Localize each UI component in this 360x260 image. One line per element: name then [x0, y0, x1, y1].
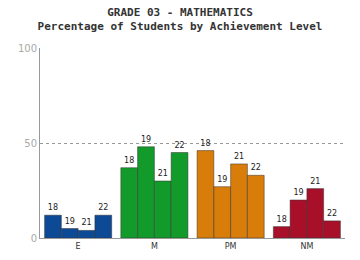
svg-text:50: 50 — [24, 138, 37, 149]
svg-text:M: M — [151, 242, 158, 251]
svg-text:0: 0 — [31, 233, 37, 244]
svg-text:22: 22 — [251, 163, 261, 172]
svg-text:18: 18 — [200, 139, 210, 148]
svg-text:19: 19 — [217, 175, 227, 184]
svg-text:PM: PM — [225, 242, 237, 251]
svg-text:NM: NM — [300, 242, 313, 251]
svg-text:22: 22 — [98, 203, 108, 212]
svg-text:19: 19 — [293, 188, 303, 197]
svg-text:18: 18 — [124, 156, 134, 165]
svg-text:22: 22 — [174, 141, 184, 150]
svg-text:18: 18 — [48, 203, 58, 212]
svg-text:22: 22 — [327, 209, 337, 218]
svg-text:GRADE 03 - MATHEMATICSPercenta: GRADE 03 - MATHEMATICSPercentage of Stud… — [38, 6, 323, 33]
svg-text:21: 21 — [234, 152, 244, 161]
svg-text:19: 19 — [65, 217, 75, 226]
svg-text:21: 21 — [158, 169, 168, 178]
svg-text:21: 21 — [81, 218, 91, 227]
svg-text:19: 19 — [141, 135, 151, 144]
svg-text:18: 18 — [277, 215, 287, 224]
svg-text:21: 21 — [310, 177, 320, 186]
svg-text:100: 100 — [18, 43, 37, 54]
svg-text:E: E — [76, 242, 81, 251]
